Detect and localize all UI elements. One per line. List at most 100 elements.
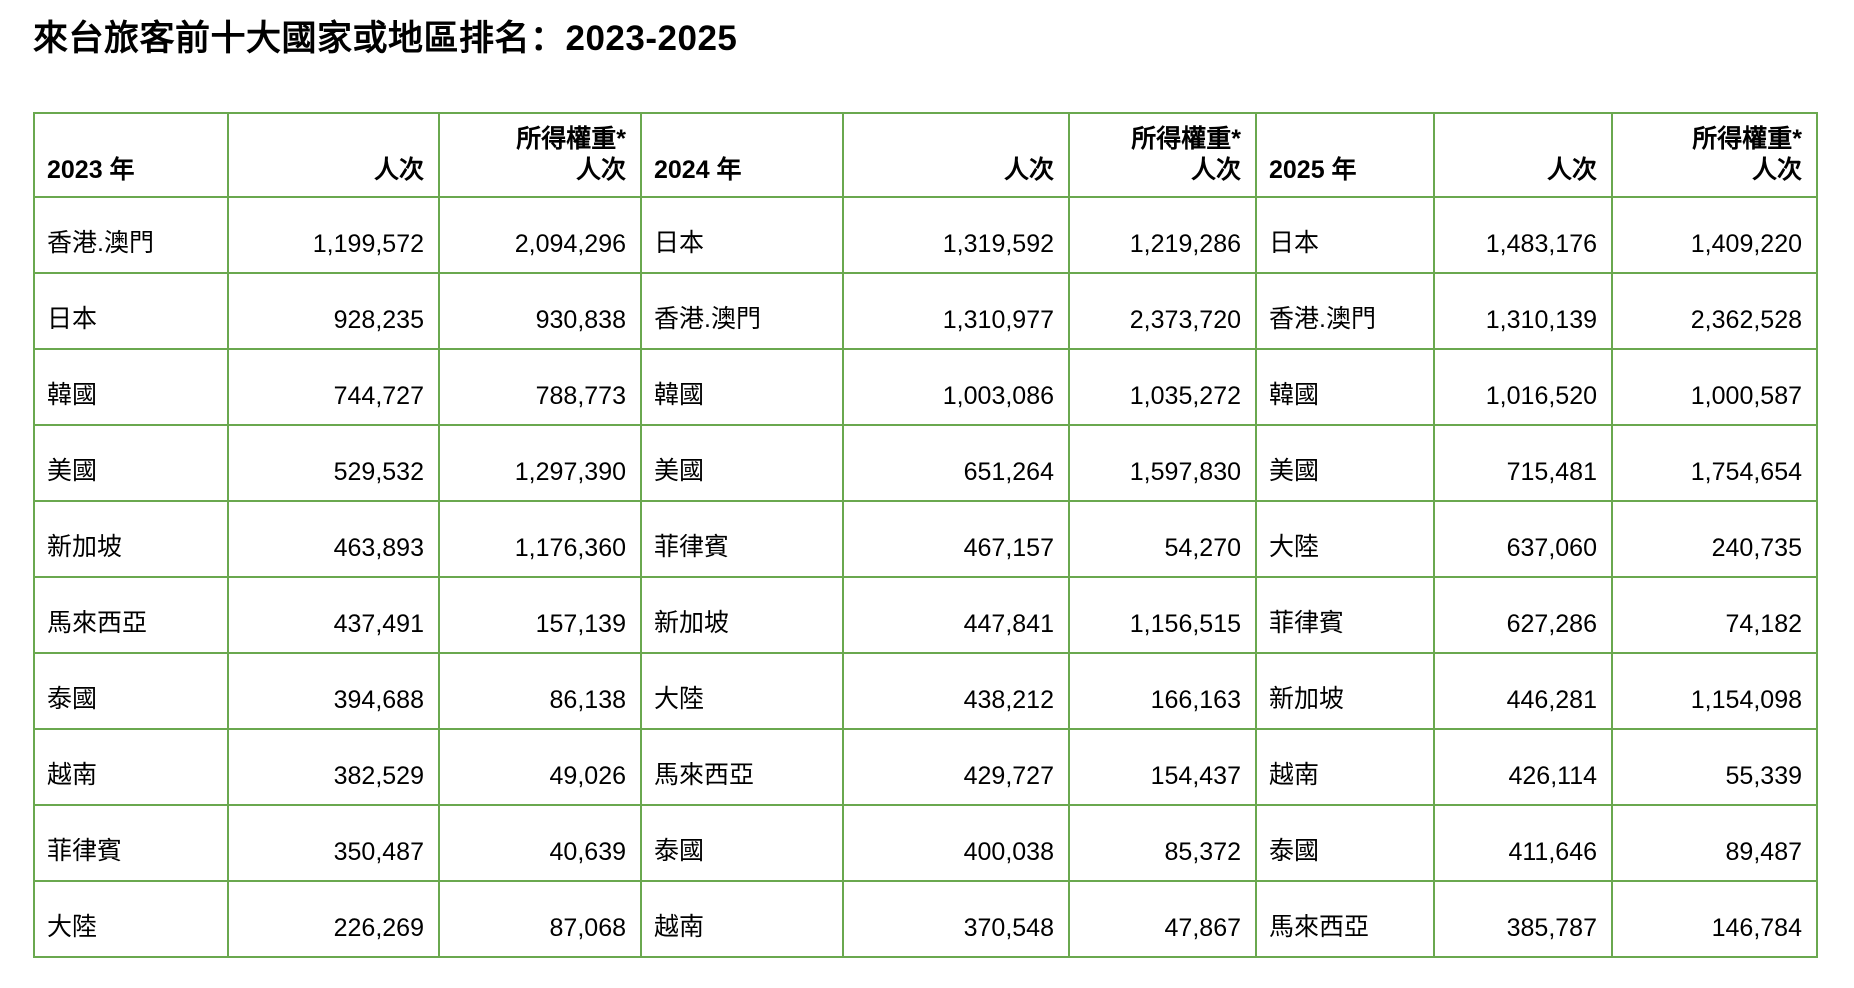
visits-cell: 382,529 xyxy=(227,728,440,806)
table-row: 越南 382,529 49,026 馬來西亞 429,727 154,437 越南 426,1… xyxy=(33,728,1818,806)
table-body: 香港.澳門 1,199,572 2,094,296 日本 1,319,592 1,219,… xyxy=(33,196,1818,958)
visits-cell: 400,038 xyxy=(842,804,1070,882)
visits-cell: 426,114 xyxy=(1433,728,1613,806)
weighted-visits-cell: 1,754,654 xyxy=(1611,424,1818,502)
weighted-visits-cell: 2,362,528 xyxy=(1611,272,1818,350)
page-title: 來台旅客前十大國家或地區排名：2023-2025 xyxy=(33,19,738,58)
country-cell: 韓國 xyxy=(1255,348,1435,426)
visits-cell: 651,264 xyxy=(842,424,1070,502)
visits-cell: 411,646 xyxy=(1433,804,1613,882)
visits-cell: 637,060 xyxy=(1433,500,1613,578)
country-cell: 菲律賓 xyxy=(33,804,229,882)
table-row: 馬來西亞 437,491 157,139 新加坡 447,841 1,156,515 菲律賓… xyxy=(33,576,1818,654)
visits-cell: 467,157 xyxy=(842,500,1070,578)
header-weighted-2023: 所得權重* 人次 xyxy=(438,112,642,198)
header-weighted-2024: 所得權重* 人次 xyxy=(1068,112,1257,198)
weighted-visits-cell: 1,409,220 xyxy=(1611,196,1818,274)
table-row: 日本 928,235 930,838 香港.澳門 1,310,977 2,373,720 香… xyxy=(33,272,1818,350)
weighted-visits-cell: 1,176,360 xyxy=(438,500,642,578)
weighted-visits-cell: 1,297,390 xyxy=(438,424,642,502)
header-year-2023: 2023 年 xyxy=(33,112,229,198)
visits-cell: 350,487 xyxy=(227,804,440,882)
table-row: 香港.澳門 1,199,572 2,094,296 日本 1,319,592 1,219,… xyxy=(33,196,1818,274)
weighted-visits-cell: 240,735 xyxy=(1611,500,1818,578)
visits-cell: 394,688 xyxy=(227,652,440,730)
weighted-visits-cell: 1,597,830 xyxy=(1068,424,1257,502)
country-cell: 泰國 xyxy=(33,652,229,730)
visits-cell: 226,269 xyxy=(227,880,440,958)
country-cell: 馬來西亞 xyxy=(640,728,844,806)
weighted-visits-cell: 166,163 xyxy=(1068,652,1257,730)
weighted-visits-cell: 2,094,296 xyxy=(438,196,642,274)
country-cell: 越南 xyxy=(1255,728,1435,806)
table-row: 美國 529,532 1,297,390 美國 651,264 1,597,830 美國 71… xyxy=(33,424,1818,502)
header-weighted-line2: 人次 xyxy=(1751,155,1802,184)
visits-cell: 437,491 xyxy=(227,576,440,654)
weighted-visits-cell: 1,035,272 xyxy=(1068,348,1257,426)
country-cell: 韓國 xyxy=(640,348,844,426)
table-header: 2023 年 人次 所得權重* 人次 2024 年 人次 所得權重* 人次 20… xyxy=(33,112,1818,198)
country-cell: 菲律賓 xyxy=(640,500,844,578)
visits-cell: 928,235 xyxy=(227,272,440,350)
country-cell: 馬來西亞 xyxy=(1255,880,1435,958)
weighted-visits-cell: 788,773 xyxy=(438,348,642,426)
header-visits-2024: 人次 xyxy=(842,112,1070,198)
country-cell: 馬來西亞 xyxy=(33,576,229,654)
visits-cell: 627,286 xyxy=(1433,576,1613,654)
weighted-visits-cell: 154,437 xyxy=(1068,728,1257,806)
header-row: 2023 年 人次 所得權重* 人次 2024 年 人次 所得權重* 人次 20… xyxy=(33,112,1818,198)
visits-cell: 463,893 xyxy=(227,500,440,578)
weighted-visits-cell: 49,026 xyxy=(438,728,642,806)
weighted-visits-cell: 89,487 xyxy=(1611,804,1818,882)
country-cell: 菲律賓 xyxy=(1255,576,1435,654)
weighted-visits-cell: 86,138 xyxy=(438,652,642,730)
header-visits-2023: 人次 xyxy=(227,112,440,198)
weighted-visits-cell: 54,270 xyxy=(1068,500,1257,578)
weighted-visits-cell: 1,156,515 xyxy=(1068,576,1257,654)
weighted-visits-cell: 1,000,587 xyxy=(1611,348,1818,426)
header-visits-2025: 人次 xyxy=(1433,112,1613,198)
header-year-2025: 2025 年 xyxy=(1255,112,1435,198)
country-cell: 越南 xyxy=(33,728,229,806)
visits-cell: 1,483,176 xyxy=(1433,196,1613,274)
country-cell: 新加坡 xyxy=(33,500,229,578)
visits-cell: 1,319,592 xyxy=(842,196,1070,274)
visits-cell: 385,787 xyxy=(1433,880,1613,958)
visitor-ranking-table: 2023 年 人次 所得權重* 人次 2024 年 人次 所得權重* 人次 20… xyxy=(33,112,1818,958)
country-cell: 大陸 xyxy=(1255,500,1435,578)
country-cell: 韓國 xyxy=(33,348,229,426)
table-row: 菲律賓 350,487 40,639 泰國 400,038 85,372 泰國 411,646… xyxy=(33,804,1818,882)
weighted-visits-cell: 74,182 xyxy=(1611,576,1818,654)
country-cell: 日本 xyxy=(33,272,229,350)
weighted-visits-cell: 146,784 xyxy=(1611,880,1818,958)
table-row: 韓國 744,727 788,773 韓國 1,003,086 1,035,272 韓國 1,… xyxy=(33,348,1818,426)
header-weighted-line2: 人次 xyxy=(575,155,626,184)
visits-cell: 1,016,520 xyxy=(1433,348,1613,426)
visits-cell: 744,727 xyxy=(227,348,440,426)
country-cell: 新加坡 xyxy=(1255,652,1435,730)
weighted-visits-cell: 47,867 xyxy=(1068,880,1257,958)
country-cell: 香港.澳門 xyxy=(640,272,844,350)
header-weighted-2025: 所得權重* 人次 xyxy=(1611,112,1818,198)
country-cell: 香港.澳門 xyxy=(33,196,229,274)
weighted-visits-cell: 1,154,098 xyxy=(1611,652,1818,730)
country-cell: 美國 xyxy=(1255,424,1435,502)
country-cell: 大陸 xyxy=(33,880,229,958)
country-cell: 大陸 xyxy=(640,652,844,730)
header-weighted-line2: 人次 xyxy=(1190,155,1241,184)
table-row: 大陸 226,269 87,068 越南 370,548 47,867 馬來西亞 385,78… xyxy=(33,880,1818,958)
weighted-visits-cell: 1,219,286 xyxy=(1068,196,1257,274)
visits-cell: 446,281 xyxy=(1433,652,1613,730)
weighted-visits-cell: 2,373,720 xyxy=(1068,272,1257,350)
visits-cell: 438,212 xyxy=(842,652,1070,730)
country-cell: 日本 xyxy=(1255,196,1435,274)
visits-cell: 370,548 xyxy=(842,880,1070,958)
header-weighted-line1: 所得權重* xyxy=(1131,124,1241,153)
visits-cell: 1,199,572 xyxy=(227,196,440,274)
weighted-visits-cell: 40,639 xyxy=(438,804,642,882)
weighted-visits-cell: 85,372 xyxy=(1068,804,1257,882)
visits-cell: 1,310,977 xyxy=(842,272,1070,350)
country-cell: 日本 xyxy=(640,196,844,274)
weighted-visits-cell: 55,339 xyxy=(1611,728,1818,806)
